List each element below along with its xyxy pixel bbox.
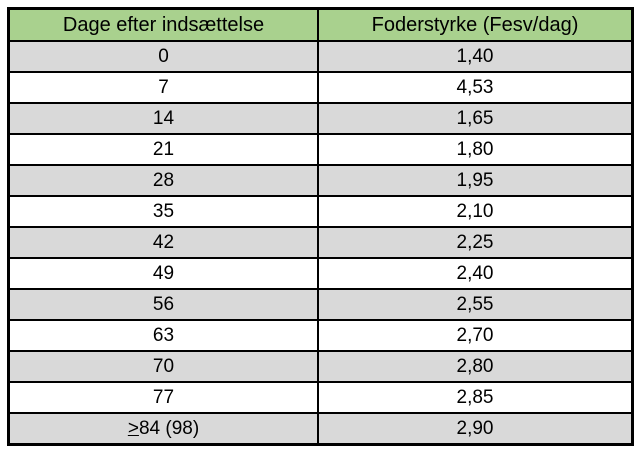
table-row: 0 1,40 [7,40,634,73]
day-cell: 49 [7,257,319,290]
value-cell: 1,65 [317,102,634,135]
feed-schedule-table-container: Dage efter indsættelse Foderstyrke (Fesv… [7,7,634,446]
value-cell: 2,85 [317,381,634,414]
table-row: 49 2,40 [7,257,634,290]
day-cell: 63 [7,319,319,352]
table-row: 70 2,80 [7,350,634,383]
value-cell: 2,10 [317,195,634,228]
greater-equal-prefix: > [127,418,139,439]
table-row: 63 2,70 [7,319,634,352]
day-cell: >84 (98) [7,412,319,446]
table-row: 7 4,53 [7,71,634,104]
value-cell: 2,40 [317,257,634,290]
day-cell: 21 [7,133,319,166]
value-cell: 1,95 [317,164,634,197]
value-cell: 2,55 [317,288,634,321]
table-row: 77 2,85 [7,381,634,414]
value-cell: 2,80 [317,350,634,383]
value-cell: 1,40 [317,40,634,73]
table-row: >84 (98) 2,90 [7,412,634,446]
day-cell: 35 [7,195,319,228]
value-cell: 4,53 [317,71,634,104]
table-row: 56 2,55 [7,288,634,321]
value-cell: 1,80 [317,133,634,166]
table-row: 21 1,80 [7,133,634,166]
day-label: 84 (98) [138,418,200,439]
value-cell: 2,25 [317,226,634,259]
table-header-row: Dage efter indsættelse Foderstyrke (Fesv… [7,7,634,42]
value-cell: 2,70 [317,319,634,352]
table-row: 35 2,10 [7,195,634,228]
day-cell: 42 [7,226,319,259]
table-row: 42 2,25 [7,226,634,259]
feed-schedule-table: Dage efter indsættelse Foderstyrke (Fesv… [7,7,634,446]
day-cell: 0 [7,40,319,73]
table-row: 28 1,95 [7,164,634,197]
day-cell: 70 [7,350,319,383]
day-cell: 7 [7,71,319,104]
table-row: 14 1,65 [7,102,634,135]
value-cell: 2,90 [317,412,634,446]
header-feed-cell: Foderstyrke (Fesv/dag) [317,7,634,42]
day-cell: 14 [7,102,319,135]
day-cell: 28 [7,164,319,197]
day-cell: 56 [7,288,319,321]
header-days-cell: Dage efter indsættelse [7,7,319,42]
day-cell: 77 [7,381,319,414]
